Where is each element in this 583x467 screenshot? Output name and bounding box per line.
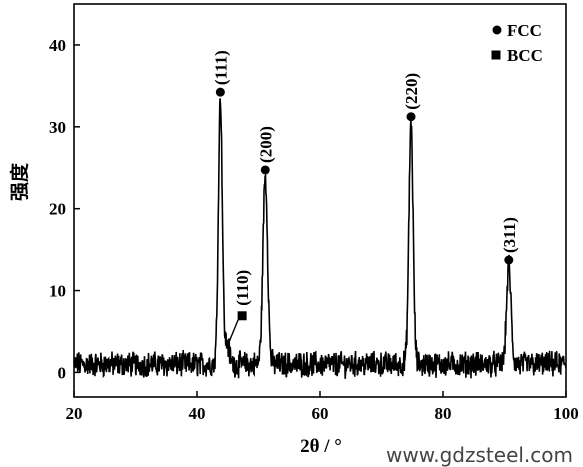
y-tick-label: 20 <box>49 200 66 219</box>
legend-fcc-label: FCC <box>507 21 542 40</box>
xrd-series-line <box>73 98 567 379</box>
y-tick-label: 40 <box>49 36 66 55</box>
fcc-peak-marker <box>504 255 514 265</box>
y-tick-label: 10 <box>49 282 66 301</box>
y-tick-label: 0 <box>58 363 67 382</box>
bcc-leader-line <box>228 319 239 343</box>
peak-label: (220) <box>402 73 421 110</box>
peak-markers: (111) (110) (200) (220) (311) <box>211 50 519 343</box>
legend: FCC BCC <box>491 21 543 65</box>
plot-frame <box>73 3 567 398</box>
fcc-peak-marker <box>215 87 225 97</box>
x-tick-label: 100 <box>553 404 579 423</box>
legend-bcc-label: BCC <box>507 46 543 65</box>
x-tick-label: 80 <box>435 404 452 423</box>
y-tick-label: 30 <box>49 118 66 137</box>
peak-label: (200) <box>256 126 275 163</box>
legend-bcc-marker <box>491 50 501 60</box>
legend-fcc-marker <box>492 25 502 35</box>
peak-label: (111) <box>211 50 230 85</box>
y-axis-label: 强度 <box>8 162 31 201</box>
x-tick-label: 40 <box>189 404 206 423</box>
fcc-peak-marker <box>260 165 270 175</box>
x-tick-label: 60 <box>312 404 329 423</box>
axes: 20 40 60 80 100 0 10 20 30 40 <box>49 3 579 423</box>
fcc-peak-marker <box>406 112 416 122</box>
x-axis-label: 2θ / ° <box>300 436 342 457</box>
bcc-peak-marker <box>237 311 247 321</box>
watermark-text: www.gdzsteel.com <box>386 443 573 467</box>
x-tick-label: 20 <box>66 404 83 423</box>
peak-label: (311) <box>500 217 519 253</box>
peak-label: (110) <box>233 270 252 306</box>
